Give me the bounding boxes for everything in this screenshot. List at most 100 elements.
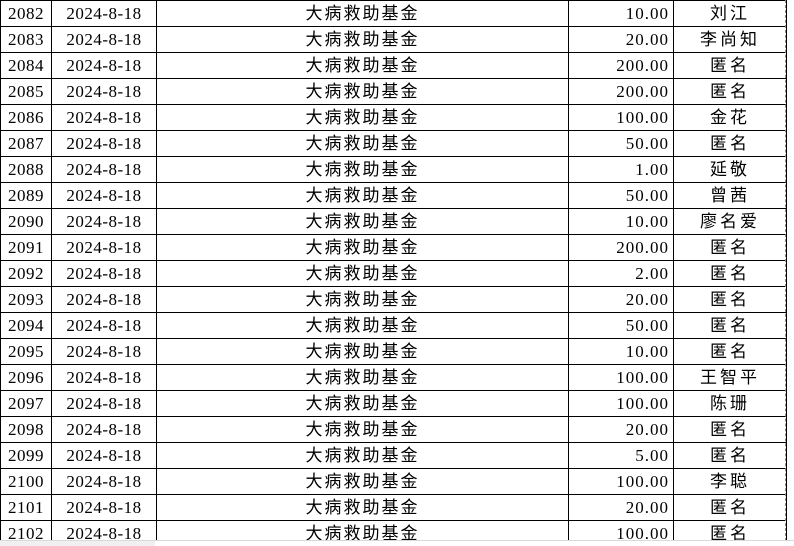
cell-sequence-number[interactable]: 2095 <box>0 338 52 365</box>
cell-donation-amount[interactable]: 5.00 <box>568 442 674 469</box>
cell-donation-amount[interactable]: 200.00 <box>568 78 674 105</box>
cell-donation-purpose[interactable]: 大病救助基金 <box>156 130 569 157</box>
cell-donation-date[interactable]: 2024-8-18 <box>51 52 157 79</box>
cell-donation-date[interactable]: 2024-8-18 <box>51 338 157 365</box>
cell-sequence-number[interactable]: 2093 <box>0 286 52 313</box>
cell-donation-date[interactable]: 2024-8-18 <box>51 416 157 443</box>
cell-donation-amount[interactable]: 10.00 <box>568 338 674 365</box>
cell-donation-date[interactable]: 2024-8-18 <box>51 156 157 183</box>
table-row[interactable]: 2092 2024-8-18 大病救助基金 2.00 匿名 <box>0 260 787 287</box>
cell-donation-purpose[interactable]: 大病救助基金 <box>156 416 569 443</box>
cell-donation-purpose[interactable]: 大病救助基金 <box>156 364 569 391</box>
cell-donation-date[interactable]: 2024-8-18 <box>51 364 157 391</box>
table-row[interactable]: 2097 2024-8-18 大病救助基金 100.00 陈珊 <box>0 390 787 417</box>
cell-donation-amount[interactable]: 10.00 <box>568 208 674 235</box>
cell-donor-name[interactable]: 匿名 <box>673 78 787 105</box>
cell-donation-purpose[interactable]: 大病救助基金 <box>156 182 569 209</box>
cell-donor-name[interactable]: 陈珊 <box>673 390 787 417</box>
cell-donation-amount[interactable]: 50.00 <box>568 312 674 339</box>
cell-donation-amount[interactable]: 20.00 <box>568 26 674 53</box>
cell-donation-purpose[interactable]: 大病救助基金 <box>156 390 569 417</box>
cell-donor-name[interactable]: 匿名 <box>673 494 787 521</box>
table-row[interactable]: 2090 2024-8-18 大病救助基金 10.00 廖名爱 <box>0 208 787 235</box>
cell-donation-date[interactable]: 2024-8-18 <box>51 0 157 27</box>
cell-donation-date[interactable]: 2024-8-18 <box>51 494 157 521</box>
table-row[interactable]: 2085 2024-8-18 大病救助基金 200.00 匿名 <box>0 78 787 105</box>
cell-donation-purpose[interactable]: 大病救助基金 <box>156 286 569 313</box>
cell-donation-amount[interactable]: 50.00 <box>568 182 674 209</box>
cell-donation-purpose[interactable]: 大病救助基金 <box>156 312 569 339</box>
cell-donor-name[interactable]: 延敬 <box>673 156 787 183</box>
cell-donation-amount[interactable]: 2.00 <box>568 260 674 287</box>
cell-donation-date[interactable]: 2024-8-18 <box>51 442 157 469</box>
cell-donation-amount[interactable]: 1.00 <box>568 156 674 183</box>
cell-donor-name[interactable]: 匿名 <box>673 312 787 339</box>
cell-donation-date[interactable]: 2024-8-18 <box>51 234 157 261</box>
cell-donor-name[interactable]: 刘江 <box>673 0 787 27</box>
table-row[interactable]: 2096 2024-8-18 大病救助基金 100.00 王智平 <box>0 364 787 391</box>
cell-donor-name[interactable]: 李尚知 <box>673 26 787 53</box>
cell-donation-purpose[interactable]: 大病救助基金 <box>156 494 569 521</box>
cell-donation-purpose[interactable]: 大病救助基金 <box>156 26 569 53</box>
cell-donor-name[interactable]: 匿名 <box>673 130 787 157</box>
cell-donor-name[interactable]: 匿名 <box>673 52 787 79</box>
cell-donation-purpose[interactable]: 大病救助基金 <box>156 104 569 131</box>
cell-donation-date[interactable]: 2024-8-18 <box>51 104 157 131</box>
cell-donation-amount[interactable]: 100.00 <box>568 364 674 391</box>
cell-donor-name[interactable]: 金花 <box>673 104 787 131</box>
table-row[interactable]: 2083 2024-8-18 大病救助基金 20.00 李尚知 <box>0 26 787 53</box>
cell-donation-purpose[interactable]: 大病救助基金 <box>156 234 569 261</box>
cell-donation-amount[interactable]: 20.00 <box>568 494 674 521</box>
cell-donation-amount[interactable]: 50.00 <box>568 130 674 157</box>
cell-donor-name[interactable]: 匿名 <box>673 442 787 469</box>
cell-donation-date[interactable]: 2024-8-18 <box>51 312 157 339</box>
cell-donor-name[interactable]: 匿名 <box>673 234 787 261</box>
cell-donor-name[interactable]: 曾茜 <box>673 182 787 209</box>
table-row[interactable]: 2098 2024-8-18 大病救助基金 20.00 匿名 <box>0 416 787 443</box>
cell-sequence-number[interactable]: 2091 <box>0 234 52 261</box>
cell-donor-name[interactable]: 王智平 <box>673 364 787 391</box>
cell-sequence-number[interactable]: 2097 <box>0 390 52 417</box>
cell-donation-date[interactable]: 2024-8-18 <box>51 260 157 287</box>
cell-sequence-number[interactable]: 2100 <box>0 468 52 495</box>
cell-donation-amount[interactable]: 200.00 <box>568 234 674 261</box>
cell-donation-amount[interactable]: 20.00 <box>568 416 674 443</box>
table-row[interactable]: 2089 2024-8-18 大病救助基金 50.00 曾茜 <box>0 182 787 209</box>
table-row[interactable]: 2088 2024-8-18 大病救助基金 1.00 延敬 <box>0 156 787 183</box>
cell-donation-amount[interactable]: 100.00 <box>568 104 674 131</box>
table-row[interactable]: 2087 2024-8-18 大病救助基金 50.00 匿名 <box>0 130 787 157</box>
cell-donor-name[interactable]: 李聪 <box>673 468 787 495</box>
cell-sequence-number[interactable]: 2096 <box>0 364 52 391</box>
cell-sequence-number[interactable]: 2084 <box>0 52 52 79</box>
cell-sequence-number[interactable]: 2090 <box>0 208 52 235</box>
cell-donor-name[interactable]: 匿名 <box>673 286 787 313</box>
cell-donor-name[interactable]: 匿名 <box>673 416 787 443</box>
cell-donation-purpose[interactable]: 大病救助基金 <box>156 442 569 469</box>
cell-donation-purpose[interactable]: 大病救助基金 <box>156 260 569 287</box>
cell-sequence-number[interactable]: 2088 <box>0 156 52 183</box>
cell-sequence-number[interactable]: 2086 <box>0 104 52 131</box>
cell-sequence-number[interactable]: 2098 <box>0 416 52 443</box>
cell-donation-date[interactable]: 2024-8-18 <box>51 390 157 417</box>
cell-sequence-number[interactable]: 2087 <box>0 130 52 157</box>
cell-donation-date[interactable]: 2024-8-18 <box>51 78 157 105</box>
cell-sequence-number[interactable]: 2094 <box>0 312 52 339</box>
cell-donor-name[interactable]: 廖名爱 <box>673 208 787 235</box>
cell-sequence-number[interactable]: 2085 <box>0 78 52 105</box>
cell-sequence-number[interactable]: 2083 <box>0 26 52 53</box>
cell-sequence-number[interactable]: 2089 <box>0 182 52 209</box>
cell-donor-name[interactable]: 匿名 <box>673 260 787 287</box>
table-row[interactable]: 2094 2024-8-18 大病救助基金 50.00 匿名 <box>0 312 787 339</box>
cell-sequence-number[interactable]: 2082 <box>0 0 52 27</box>
cell-donation-purpose[interactable]: 大病救助基金 <box>156 156 569 183</box>
table-row[interactable]: 2095 2024-8-18 大病救助基金 10.00 匿名 <box>0 338 787 365</box>
cell-donation-amount[interactable]: 20.00 <box>568 286 674 313</box>
cell-donation-date[interactable]: 2024-8-18 <box>51 130 157 157</box>
cell-donation-date[interactable]: 2024-8-18 <box>51 286 157 313</box>
table-row[interactable]: 2091 2024-8-18 大病救助基金 200.00 匿名 <box>0 234 787 261</box>
cell-donation-date[interactable]: 2024-8-18 <box>51 182 157 209</box>
cell-donation-date[interactable]: 2024-8-18 <box>51 26 157 53</box>
cell-donation-purpose[interactable]: 大病救助基金 <box>156 338 569 365</box>
table-row[interactable]: 2084 2024-8-18 大病救助基金 200.00 匿名 <box>0 52 787 79</box>
cell-donation-date[interactable]: 2024-8-18 <box>51 468 157 495</box>
